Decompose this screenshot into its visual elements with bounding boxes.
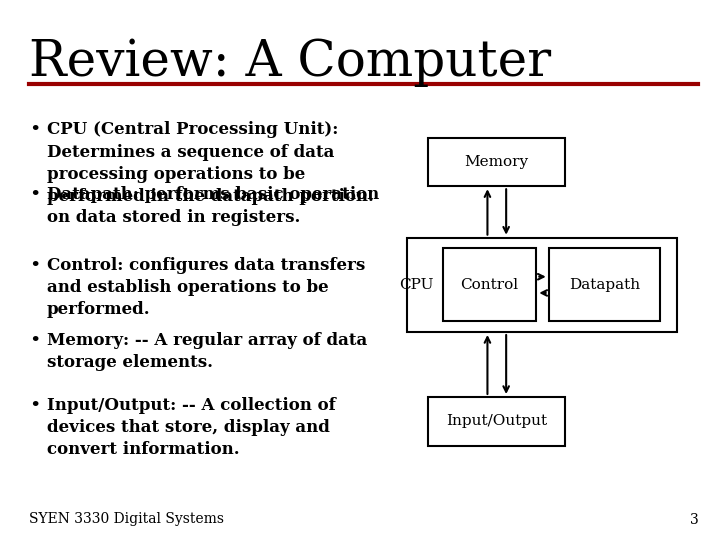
Text: •: • [29,122,40,139]
Text: Control: configures data transfers
and establish operations to be
performed.: Control: configures data transfers and e… [47,256,365,318]
Text: Memory: Memory [464,155,529,169]
Text: Control: Control [461,278,518,292]
Text: Datapath: performs basic operation
on data stored in registers.: Datapath: performs basic operation on da… [47,186,379,226]
Text: CPU (Central Processing Unit):
Determines a sequence of data
processing operatio: CPU (Central Processing Unit): Determine… [47,122,374,205]
Text: Input/Output: -- A collection of
devices that store, display and
convert informa: Input/Output: -- A collection of devices… [47,397,336,458]
Text: 3: 3 [690,512,698,526]
Bar [549,248,660,321]
Bar [407,238,677,332]
Bar [428,397,565,445]
Text: SYEN 3330 Digital Systems: SYEN 3330 Digital Systems [29,512,224,526]
Text: Memory: -- A regular array of data
storage elements.: Memory: -- A regular array of data stora… [47,332,367,372]
Text: Datapath: Datapath [569,278,640,292]
Text: Input/Output: Input/Output [446,414,547,428]
Text: •: • [29,332,40,350]
Text: •: • [29,397,40,415]
Text: •: • [29,256,40,274]
Bar [428,138,565,186]
Text: Review: A Computer: Review: A Computer [29,38,551,87]
Text: •: • [29,186,40,204]
Bar [443,248,536,321]
Text: CPU: CPU [399,278,433,292]
